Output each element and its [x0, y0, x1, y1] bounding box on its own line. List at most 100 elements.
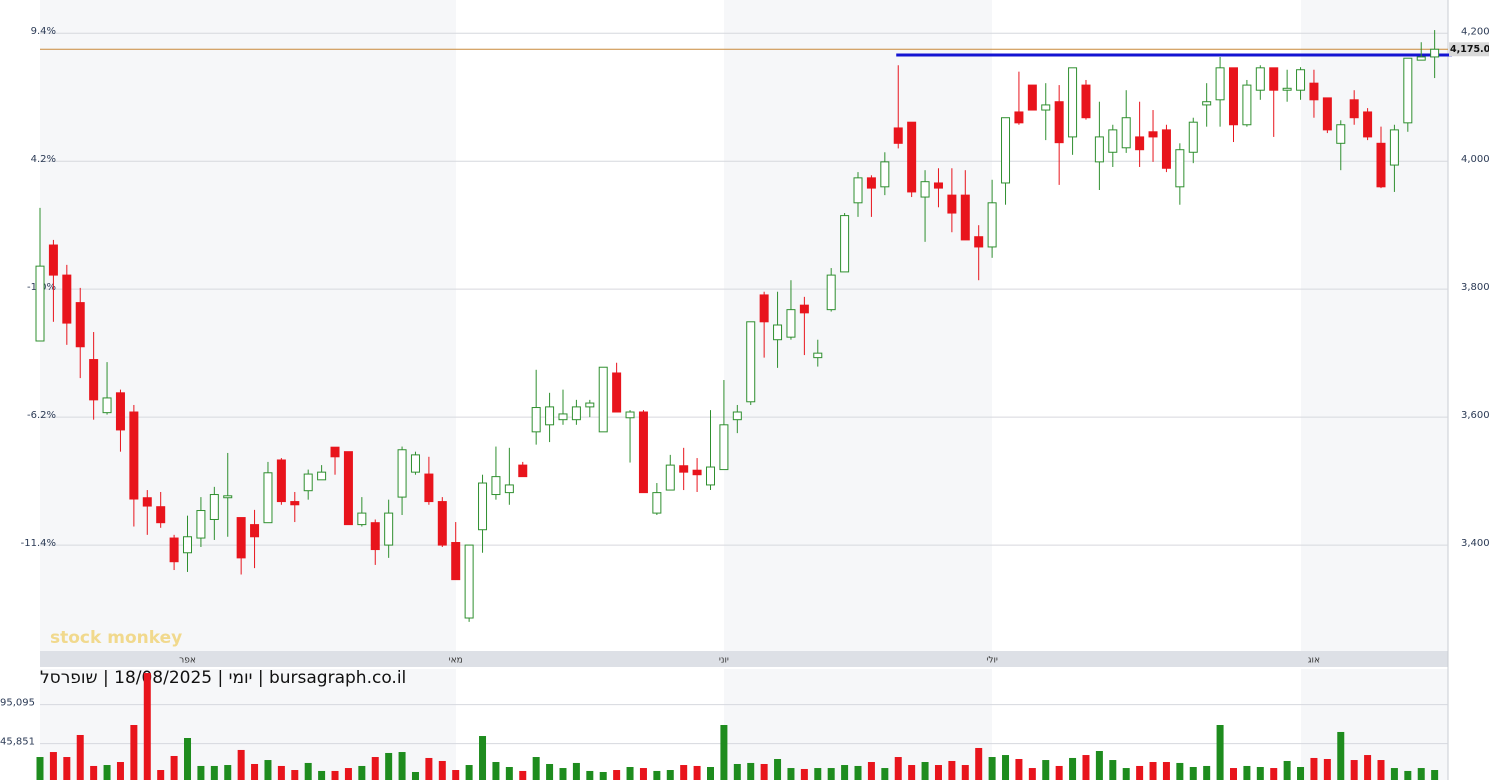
volume-bar [1136, 765, 1144, 780]
volume-bar [1323, 758, 1331, 780]
volume-bar [626, 767, 634, 780]
y-tick-label: 4,200 [1461, 26, 1489, 37]
volume-bar [854, 765, 862, 780]
volume-bar [988, 757, 996, 780]
candle-body [370, 522, 380, 551]
candle-body [826, 274, 836, 311]
candle-body [1081, 84, 1091, 119]
volume-bar [532, 757, 540, 780]
candle-body [652, 492, 662, 514]
candle-body [115, 392, 125, 431]
candle-body [1376, 142, 1386, 188]
candle-body [947, 194, 957, 214]
volume-bar [707, 767, 714, 780]
volume-bar [1256, 767, 1264, 780]
candle-body [250, 524, 260, 538]
candle-body [974, 236, 984, 248]
volume-bar [519, 770, 527, 780]
volume-bar [894, 757, 902, 780]
volume-bar [184, 737, 192, 780]
volume-bar [251, 763, 259, 780]
volume-bar [224, 765, 232, 780]
volume-bar [1162, 762, 1170, 780]
month-band [724, 0, 992, 651]
candle-body [558, 413, 568, 421]
volume-bar [438, 760, 446, 780]
volume-bar [546, 763, 554, 780]
candle-body [343, 451, 353, 526]
candle-body [142, 497, 152, 507]
volume-bar [867, 762, 875, 780]
watermark: stock monkey [50, 628, 182, 648]
volume-tick-label: 45,851 [0, 737, 35, 748]
candle-body [1309, 82, 1319, 101]
volume-bar [1149, 762, 1157, 780]
volume-bar [103, 765, 111, 780]
candle-body [384, 512, 394, 546]
candle-body [1296, 69, 1306, 91]
volume-bar [613, 770, 621, 780]
candle-body [786, 309, 796, 338]
chart-title: יומי | 18/08/2025 | שופרסל | bursagraph.… [40, 668, 406, 688]
candle-body [451, 542, 461, 581]
volume-bar [505, 767, 513, 780]
volume-bar [1176, 762, 1184, 780]
volume-bar [465, 765, 473, 780]
volume-bar [1404, 770, 1412, 780]
volume-tick-label: 95,095 [0, 698, 35, 709]
volume-bar [237, 749, 245, 780]
candle-body [732, 411, 742, 421]
candle-body [437, 501, 447, 546]
volume-bar [1337, 731, 1345, 780]
candle-body [1255, 67, 1265, 91]
candle-body [209, 494, 219, 520]
month-band [724, 669, 992, 780]
y2-tick-label: 9.4% [31, 26, 56, 37]
volume-bar [1431, 770, 1439, 780]
candle-body [545, 406, 555, 426]
candle-body [491, 476, 501, 496]
candle-body [853, 177, 863, 204]
candle-body [1228, 67, 1238, 126]
volume-bar [63, 757, 71, 780]
volume-bar [197, 765, 205, 780]
volume-bar [680, 765, 688, 780]
candle-body [746, 321, 756, 403]
candle-body [759, 294, 769, 323]
candle-body [933, 182, 943, 189]
candle-body [1014, 111, 1024, 124]
volume-bar [653, 770, 661, 780]
month-label: אוג [1308, 656, 1320, 666]
y2-tick-label: -6.2% [27, 410, 56, 421]
volume-bar [800, 768, 808, 780]
candle-body [1336, 124, 1346, 144]
volume-bar [170, 755, 178, 780]
candle-body [357, 512, 367, 526]
volume-bar [36, 757, 44, 780]
volume-bar [1270, 768, 1278, 780]
volume-bar [586, 770, 594, 780]
volume-bar [760, 763, 768, 780]
candle-body [638, 411, 648, 494]
candle-body [1282, 87, 1292, 91]
candle-body [1202, 101, 1212, 106]
candle-body [692, 469, 702, 476]
volume-bar [1417, 768, 1425, 780]
candle-body [1215, 67, 1225, 101]
month-band [1301, 669, 1448, 780]
volume-bar [774, 758, 782, 780]
y2-tick-label: 4.2% [31, 154, 56, 165]
candle-body [719, 424, 729, 471]
volume-bar [693, 765, 701, 780]
candle-body [612, 372, 622, 413]
candle-body [35, 265, 45, 342]
month-label: מאי [449, 656, 463, 666]
candle-body [169, 537, 179, 563]
month-band [40, 0, 456, 651]
volume-bar [1069, 757, 1077, 780]
volume-bar [479, 736, 487, 780]
candle-body [1403, 57, 1413, 124]
candle-body [48, 244, 58, 276]
volume-bar [157, 770, 165, 780]
